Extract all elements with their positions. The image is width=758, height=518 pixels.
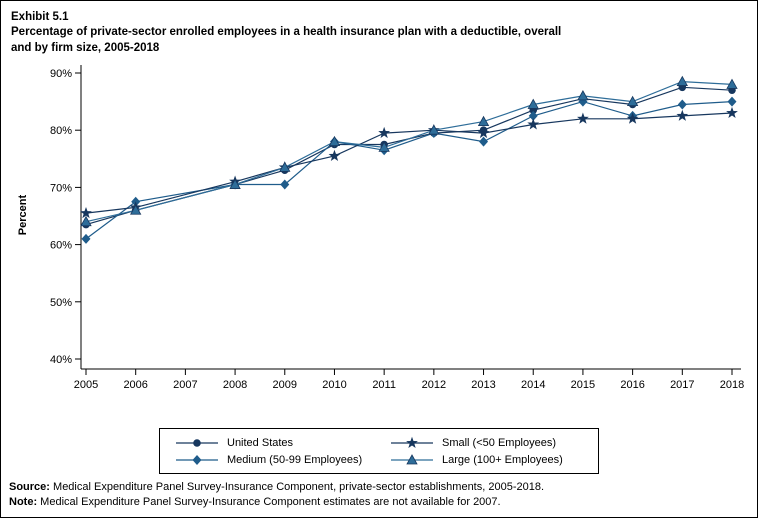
source-note: Source: Medical Expenditure Panel Survey… [9, 480, 749, 495]
legend-item-united-states: United States [174, 435, 389, 451]
availability-note: Note: Medical Expenditure Panel Survey-I… [9, 495, 749, 510]
svg-text:2013: 2013 [471, 379, 495, 391]
title-block: Exhibit 5.1 Percentage of private-sector… [11, 11, 571, 56]
svg-text:2005: 2005 [74, 379, 98, 391]
svg-text:2011: 2011 [372, 379, 396, 391]
svg-text:40%: 40% [50, 354, 72, 366]
diamond-marker-icon [176, 454, 218, 465]
svg-text:2017: 2017 [670, 379, 694, 391]
star-marker-icon [391, 436, 433, 448]
svg-text:2015: 2015 [571, 379, 595, 391]
svg-text:2016: 2016 [620, 379, 644, 391]
svg-text:2009: 2009 [273, 379, 297, 391]
legend-grid: United States Small (<50 Employees) Medi… [174, 434, 584, 468]
svg-text:60%: 60% [50, 240, 72, 252]
svg-text:2012: 2012 [422, 379, 446, 391]
svg-text:70%: 70% [50, 182, 72, 194]
exhibit-number: Exhibit 5.1 [11, 11, 69, 23]
source-text: Medical Expenditure Panel Survey-Insuran… [49, 481, 545, 493]
svg-text:2007: 2007 [173, 379, 197, 391]
note-label: Note: [9, 495, 38, 508]
triangle-marker-icon [391, 453, 433, 464]
svg-text:2008: 2008 [223, 379, 247, 391]
svg-text:90%: 90% [50, 68, 72, 80]
legend: United States Small (<50 Employees) Medi… [159, 428, 599, 474]
svg-text:2018: 2018 [720, 379, 744, 391]
svg-text:2006: 2006 [123, 379, 147, 391]
source-label: Source: [9, 481, 50, 493]
note-text: Medical Expenditure Panel Survey-Insuran… [37, 495, 501, 508]
circle-marker-icon [176, 438, 218, 447]
svg-text:2014: 2014 [521, 379, 545, 391]
legend-item-large: Large (100+ Employees) [389, 452, 584, 468]
svg-text:50%: 50% [50, 297, 72, 309]
legend-item-medium: Medium (50-99 Employees) [174, 452, 389, 468]
footer-notes: Source: Medical Expenditure Panel Survey… [9, 480, 749, 510]
legend-label-small: Small (<50 Employees) [442, 436, 557, 449]
legend-item-small: Small (<50 Employees) [389, 435, 584, 451]
legend-label-united-states: United States [227, 436, 294, 449]
svg-text:2010: 2010 [322, 379, 346, 391]
legend-label-medium: Medium (50-99 Employees) [227, 453, 363, 466]
chart-title: Percentage of private-sector enrolled em… [11, 26, 562, 54]
legend-label-large: Large (100+ Employees) [442, 453, 563, 466]
svg-text:80%: 80% [50, 125, 72, 137]
